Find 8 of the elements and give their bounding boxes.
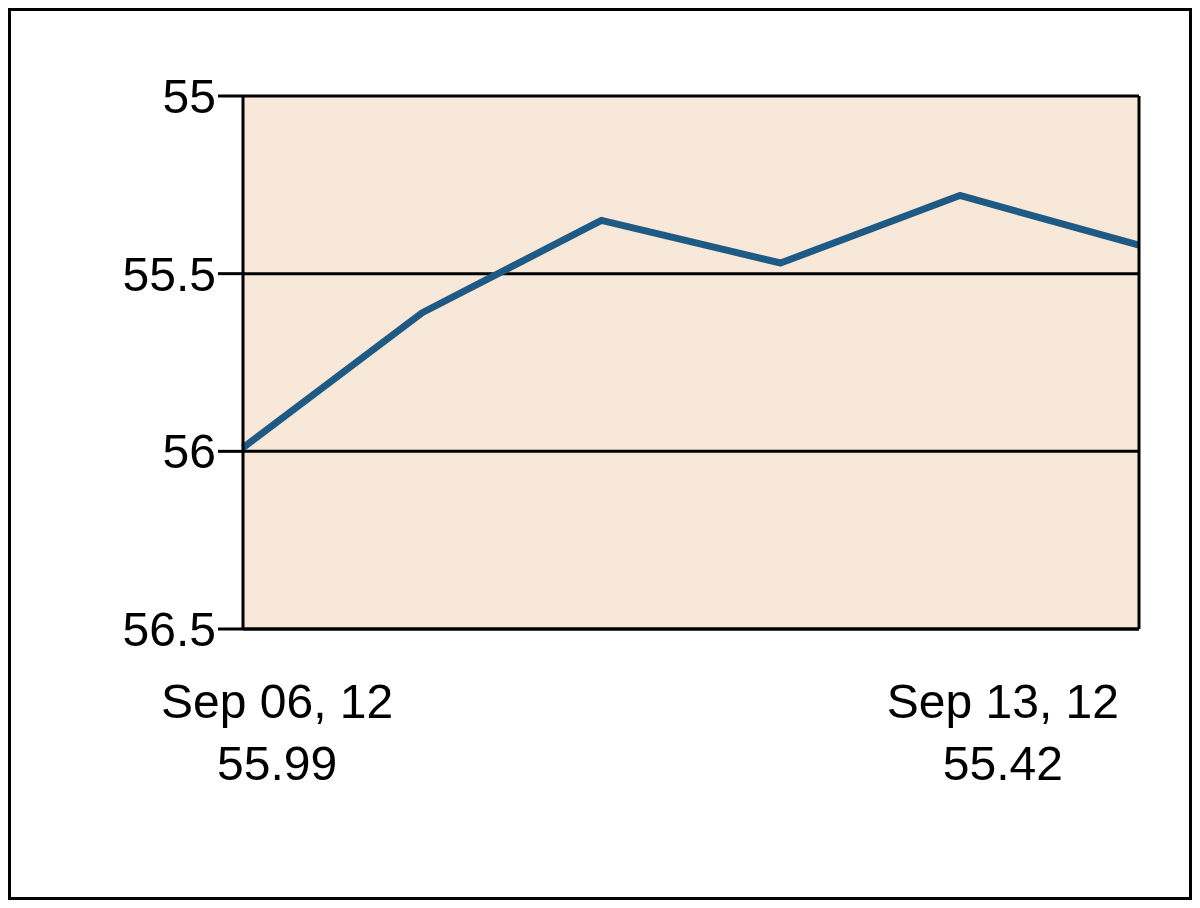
text: 55.42 bbox=[941, 736, 1064, 793]
y-tick-label: 55.5 bbox=[122, 247, 216, 301]
text: Sep 13, 12 bbox=[886, 674, 1119, 730]
y-tick-label: 56 bbox=[162, 425, 216, 479]
text: Sep 06, 12 bbox=[161, 674, 394, 730]
y-tick-label: 56.5 bbox=[122, 603, 216, 657]
text: 55.99 bbox=[216, 736, 339, 793]
y-tick-label: 55 bbox=[162, 70, 216, 124]
